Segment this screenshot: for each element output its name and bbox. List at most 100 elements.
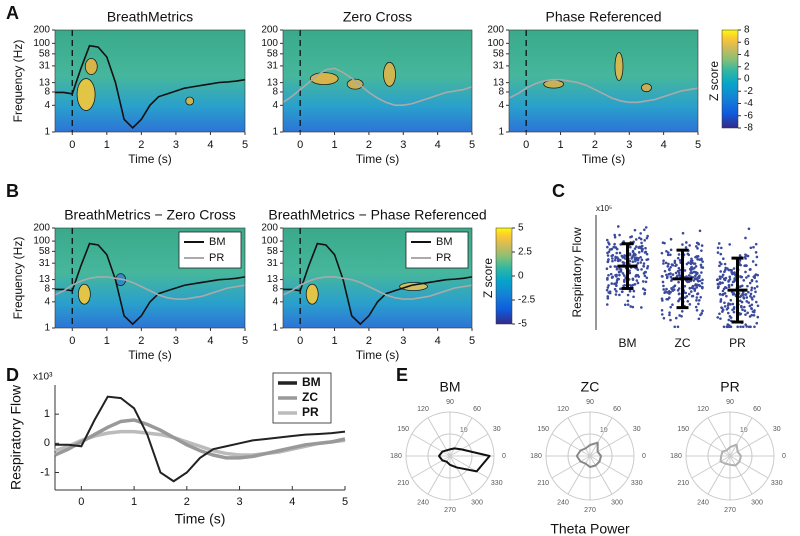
theta-label: 270 (444, 507, 456, 514)
y-tick-label: 1 (44, 323, 50, 334)
dot (745, 325, 748, 328)
theta-label: 210 (677, 480, 689, 487)
heatmap (509, 30, 698, 132)
dot (610, 254, 613, 258)
dot (746, 284, 749, 288)
dot (606, 297, 610, 300)
dot (736, 325, 739, 329)
r-tick-label: 10 (740, 427, 748, 434)
dot (723, 305, 727, 308)
chart-title: BreathMetrics (107, 9, 193, 25)
dot (750, 313, 754, 317)
dot (731, 308, 734, 312)
dot (743, 255, 747, 259)
dot (673, 259, 677, 263)
y-tick-label: 4 (272, 100, 278, 111)
y-tick-label: 4 (272, 296, 278, 307)
chart-title: Zero Cross (343, 9, 412, 25)
y-tick-label: 13 (39, 274, 51, 285)
y-tick-label: 31 (267, 61, 279, 72)
dot (677, 292, 681, 296)
polar-spoke (729, 455, 753, 495)
dot (750, 303, 754, 307)
dot (678, 268, 682, 272)
x-tick-label: 2 (366, 139, 372, 151)
dot (635, 279, 639, 282)
dot (667, 262, 670, 266)
panel-label: D (6, 365, 19, 385)
dot (671, 273, 675, 276)
dot (668, 268, 671, 272)
theta-label: 60 (473, 406, 481, 413)
r-tick-label: 10 (460, 427, 468, 434)
dot (662, 288, 665, 291)
y-tick-label: 1 (498, 127, 504, 138)
dot (606, 278, 609, 281)
dot (718, 264, 721, 268)
dot (643, 291, 647, 295)
polar-trace (575, 441, 602, 468)
dot (724, 266, 727, 270)
dot (729, 298, 733, 302)
dot (662, 259, 665, 263)
dot (633, 228, 637, 232)
dot (643, 239, 647, 242)
dot (741, 325, 745, 329)
dot (718, 282, 722, 286)
polar-spoke (729, 455, 769, 479)
y-tick-label: 200 (261, 25, 278, 36)
dot (606, 254, 610, 257)
dot (606, 251, 609, 255)
dot (722, 257, 725, 260)
theta-label: 90 (726, 399, 734, 406)
dot (688, 303, 692, 306)
dot (639, 232, 642, 235)
dot (695, 299, 698, 302)
dot (631, 278, 635, 281)
dot (731, 293, 735, 296)
dot (755, 285, 759, 288)
y-axis-label: Frequency (Hz) (11, 40, 25, 123)
x-tick-label: 4 (435, 335, 441, 347)
overlay-trace (55, 242, 246, 326)
colorbar-tick-label: 0 (518, 271, 524, 282)
dot (614, 293, 618, 296)
dot (694, 274, 697, 278)
dot (725, 307, 729, 311)
dot (663, 241, 666, 245)
legend-label: PR (302, 405, 319, 419)
colorbar-tick-label: 0 (744, 74, 750, 85)
colorbar-tick-label: 2 (744, 61, 750, 72)
dot (749, 325, 752, 329)
dot (619, 243, 623, 246)
dot (671, 303, 674, 306)
plot-frame (54, 29, 246, 133)
dot (669, 305, 673, 309)
dot (619, 270, 623, 273)
dot (613, 242, 616, 246)
dot (646, 257, 650, 261)
dot (754, 263, 758, 267)
x-axis-label: Time (s) (582, 152, 626, 166)
y-axis-label: Frequency (Hz) (11, 237, 25, 320)
y-tick-label: 1 (44, 408, 50, 420)
dot (696, 279, 700, 283)
dot (695, 308, 699, 312)
dot (615, 251, 618, 255)
dot (747, 301, 750, 304)
dot (636, 274, 640, 277)
dot (619, 287, 622, 291)
footer-label: Theta Power (550, 521, 630, 536)
dot (631, 305, 635, 309)
colorbar-label: Z score (481, 258, 495, 298)
dot (698, 258, 701, 261)
chart-title: BM (440, 379, 461, 395)
dot (623, 303, 627, 307)
x-tick-label: 4 (289, 496, 295, 508)
dot (753, 287, 757, 290)
dot (695, 286, 699, 289)
y-multiplier: x10³ (33, 372, 53, 383)
x-tick-label: BM (619, 336, 637, 350)
dot (721, 310, 724, 313)
x-tick-label: 3 (236, 496, 242, 508)
